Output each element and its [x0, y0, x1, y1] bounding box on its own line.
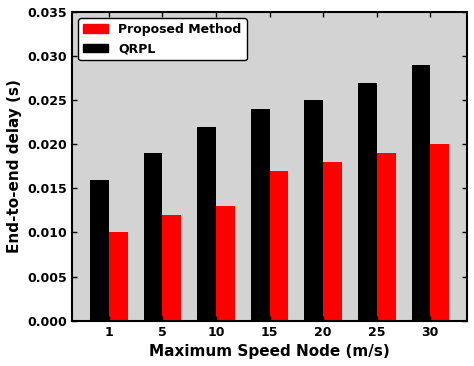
Bar: [323, 162, 342, 321]
Bar: [304, 100, 323, 321]
X-axis label: Maximum Speed Node (m/s): Maximum Speed Node (m/s): [149, 344, 390, 359]
Bar: [377, 153, 395, 321]
Bar: [163, 215, 181, 321]
Bar: [216, 206, 235, 321]
Bar: [109, 232, 128, 321]
Y-axis label: End-to-end delay (s): End-to-end delay (s): [7, 79, 22, 253]
Bar: [270, 171, 288, 321]
Bar: [144, 153, 163, 321]
Legend: Proposed Method, QRPL: Proposed Method, QRPL: [78, 18, 246, 60]
Bar: [411, 65, 430, 321]
Bar: [251, 109, 270, 321]
Bar: [90, 179, 109, 321]
Bar: [197, 127, 216, 321]
Bar: [358, 82, 377, 321]
Bar: [430, 144, 449, 321]
